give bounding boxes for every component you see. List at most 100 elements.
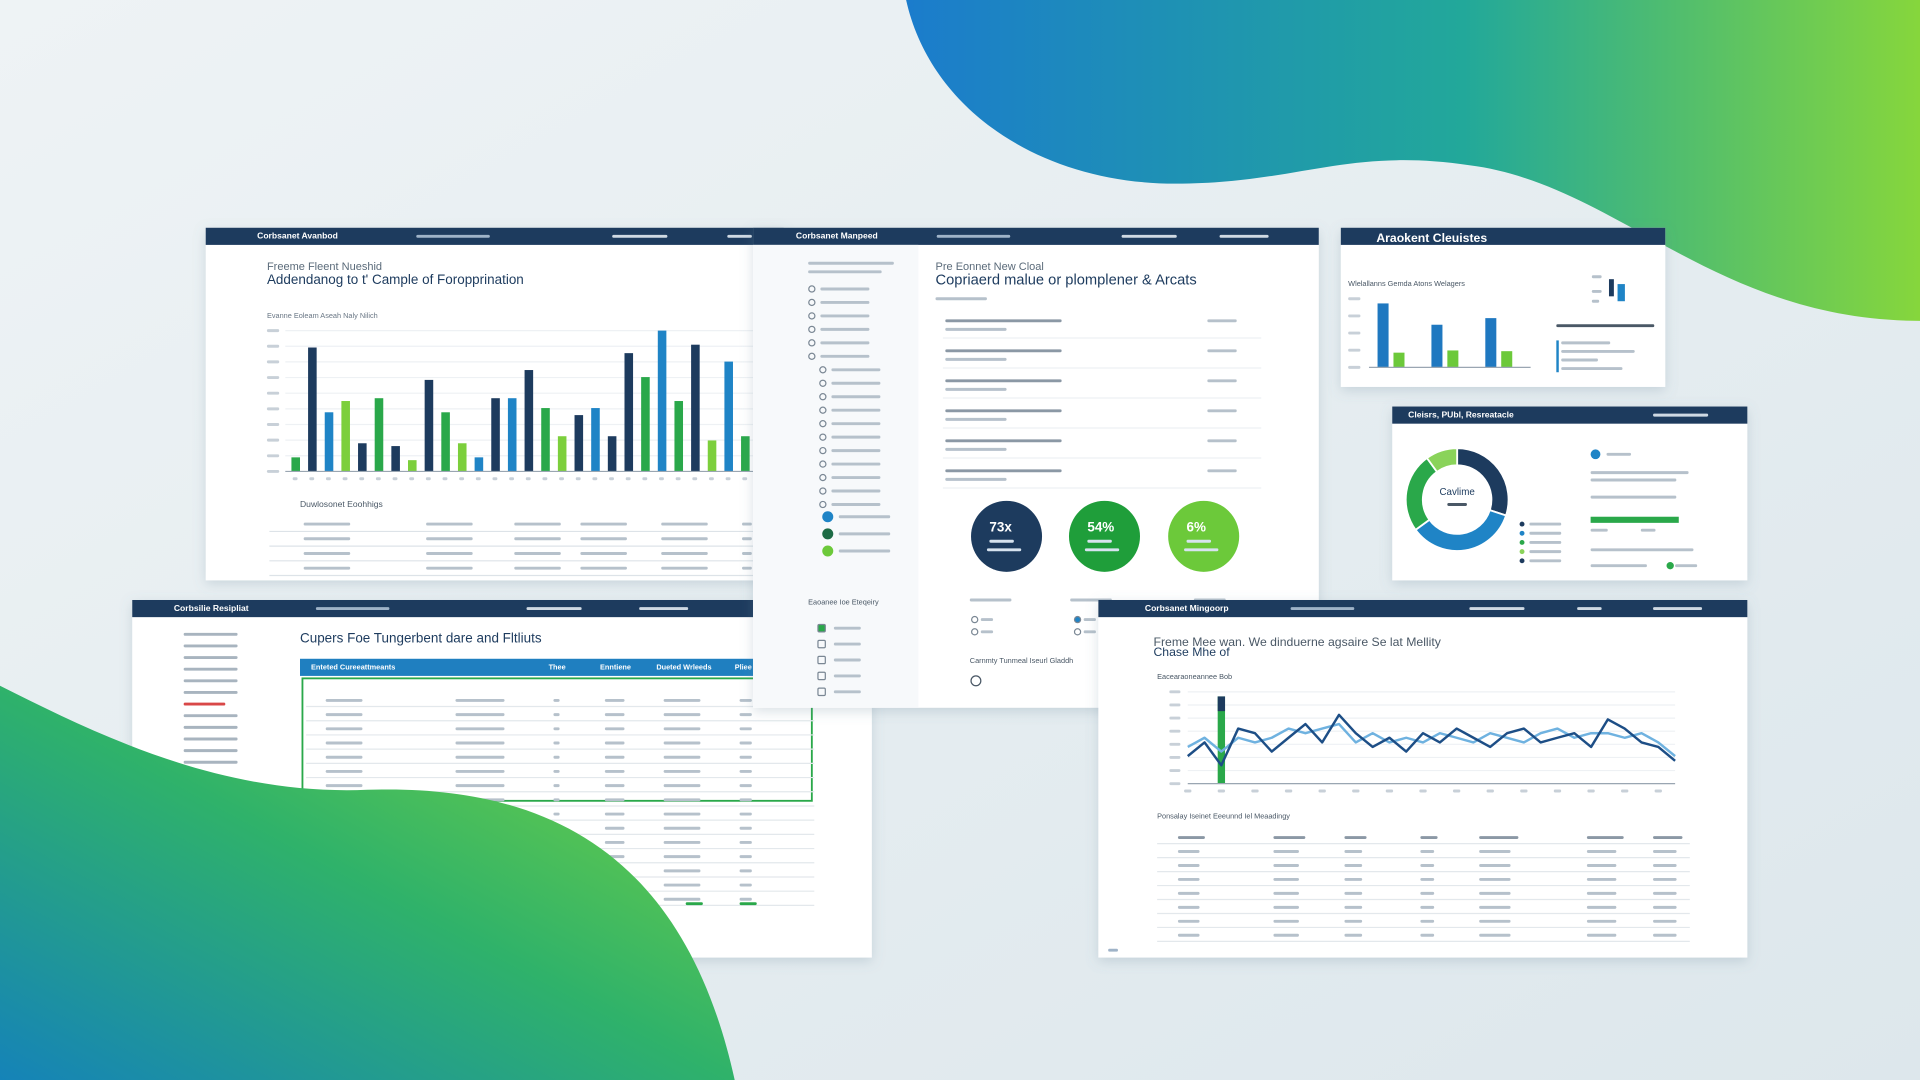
text-placeholder (663, 869, 701, 873)
text-placeholder (604, 713, 625, 717)
donut-segment (1425, 447, 1459, 474)
icon (819, 473, 827, 482)
text-placeholder (1653, 850, 1677, 853)
text-placeholder (1479, 836, 1519, 840)
icon (817, 671, 826, 681)
text-placeholder (739, 798, 752, 802)
icon (808, 339, 816, 347)
text-placeholder (1207, 409, 1237, 413)
text-placeholder (1348, 365, 1361, 369)
text-placeholder (183, 749, 238, 753)
text-placeholder (609, 477, 614, 481)
text-placeholder (553, 741, 560, 745)
legend-dot (1519, 549, 1525, 555)
text-placeholder (1586, 905, 1617, 909)
progress-bar (1590, 516, 1679, 523)
text-placeholder (1177, 933, 1200, 937)
text-placeholder (838, 515, 891, 519)
text-placeholder (325, 477, 331, 481)
icon (822, 511, 834, 523)
text-placeholder (1420, 877, 1435, 881)
text-placeholder (727, 234, 752, 238)
text-placeholder (1184, 548, 1219, 552)
text-placeholder (183, 737, 238, 741)
text-placeholder (1169, 690, 1181, 694)
text-placeholder (266, 469, 280, 473)
bar (408, 460, 417, 472)
text-placeholder (325, 769, 363, 773)
label: Eacearaoneannee Bob (1157, 672, 1232, 681)
text-placeholder (392, 477, 398, 481)
text-placeholder (1169, 703, 1181, 707)
text-placeholder (553, 755, 560, 759)
panel-header (1098, 600, 1748, 618)
text-placeholder (820, 327, 870, 331)
text-placeholder (1169, 769, 1181, 773)
label: Dueted Wrleeds (656, 662, 711, 671)
table-header (300, 658, 815, 676)
text-placeholder (183, 667, 238, 671)
text-placeholder (426, 552, 473, 555)
text-placeholder (266, 391, 280, 395)
text-placeholder (945, 357, 1007, 361)
text-placeholder (685, 902, 703, 906)
label: Cleisrs, PUbl, Resreatacle (1408, 409, 1514, 419)
text-placeholder (739, 727, 752, 731)
text-placeholder (604, 840, 625, 844)
text-placeholder (1654, 789, 1662, 793)
text-placeholder (1653, 891, 1677, 895)
legend-bar (1556, 340, 1559, 373)
text-placeholder (315, 607, 390, 611)
text-placeholder (455, 741, 505, 745)
label: Carnmty Tunmeal Iseurl Gladdh (970, 656, 1073, 665)
legend-dot (1519, 558, 1525, 564)
text-placeholder (553, 784, 560, 788)
text-placeholder (1083, 618, 1096, 622)
label: Addendanog to t' Cample of Foropprinatio… (267, 272, 524, 287)
text-placeholder (1420, 933, 1435, 937)
text-placeholder (303, 566, 351, 570)
text-placeholder (514, 566, 561, 570)
icon (819, 393, 827, 401)
text-placeholder (1273, 905, 1299, 909)
text-placeholder (266, 438, 280, 442)
text-placeholder (1479, 877, 1511, 881)
legend-dot (1519, 530, 1525, 536)
text-placeholder (980, 618, 994, 622)
text-placeholder (831, 449, 881, 453)
text-placeholder (831, 408, 881, 412)
text-placeholder (945, 387, 1007, 391)
text-placeholder (663, 769, 701, 773)
text-placeholder (739, 840, 752, 844)
text-placeholder (663, 755, 701, 759)
text-placeholder (580, 537, 627, 541)
text-placeholder (325, 698, 363, 702)
text-placeholder (183, 702, 226, 706)
text-placeholder (455, 755, 505, 759)
text-placeholder (309, 477, 315, 481)
text-placeholder (663, 897, 701, 901)
icon (817, 687, 826, 697)
text-placeholder (1177, 864, 1200, 867)
label: Corbsanet Mingoorp (1145, 603, 1229, 613)
text-placeholder (945, 447, 1007, 451)
text-placeholder (838, 532, 891, 536)
text-placeholder (659, 477, 664, 481)
bar (391, 446, 400, 472)
icon (819, 433, 827, 441)
icon (808, 285, 816, 293)
text-placeholder (1083, 630, 1096, 634)
text-placeholder (1590, 564, 1647, 568)
text-placeholder (1273, 850, 1299, 853)
text-placeholder (1452, 789, 1461, 793)
bar (1377, 303, 1389, 368)
text-placeholder (553, 713, 560, 717)
panel-header (1392, 406, 1748, 424)
legend-dot (1519, 540, 1525, 545)
text-placeholder (739, 741, 752, 745)
icon (819, 460, 827, 468)
panel-header (132, 600, 872, 618)
text-placeholder (612, 234, 668, 238)
text-placeholder (1348, 297, 1361, 301)
